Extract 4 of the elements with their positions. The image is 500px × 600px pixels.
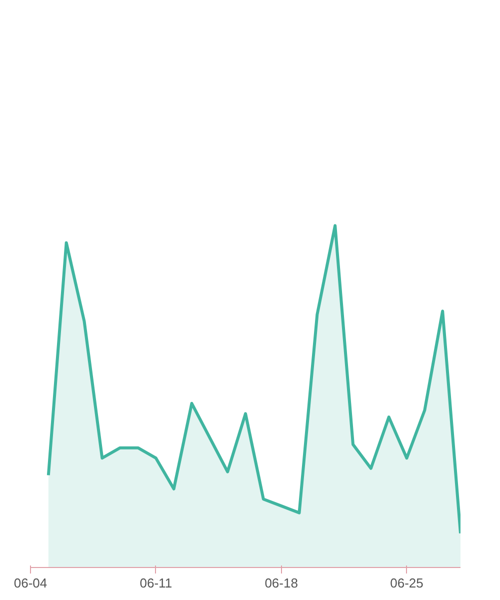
x-tick-label: 06-18 xyxy=(264,576,298,590)
x-tick-label: 06-11 xyxy=(140,576,172,590)
x-tick-label: 06-04 xyxy=(14,576,48,590)
x-tick-label: 06-25 xyxy=(390,576,424,590)
